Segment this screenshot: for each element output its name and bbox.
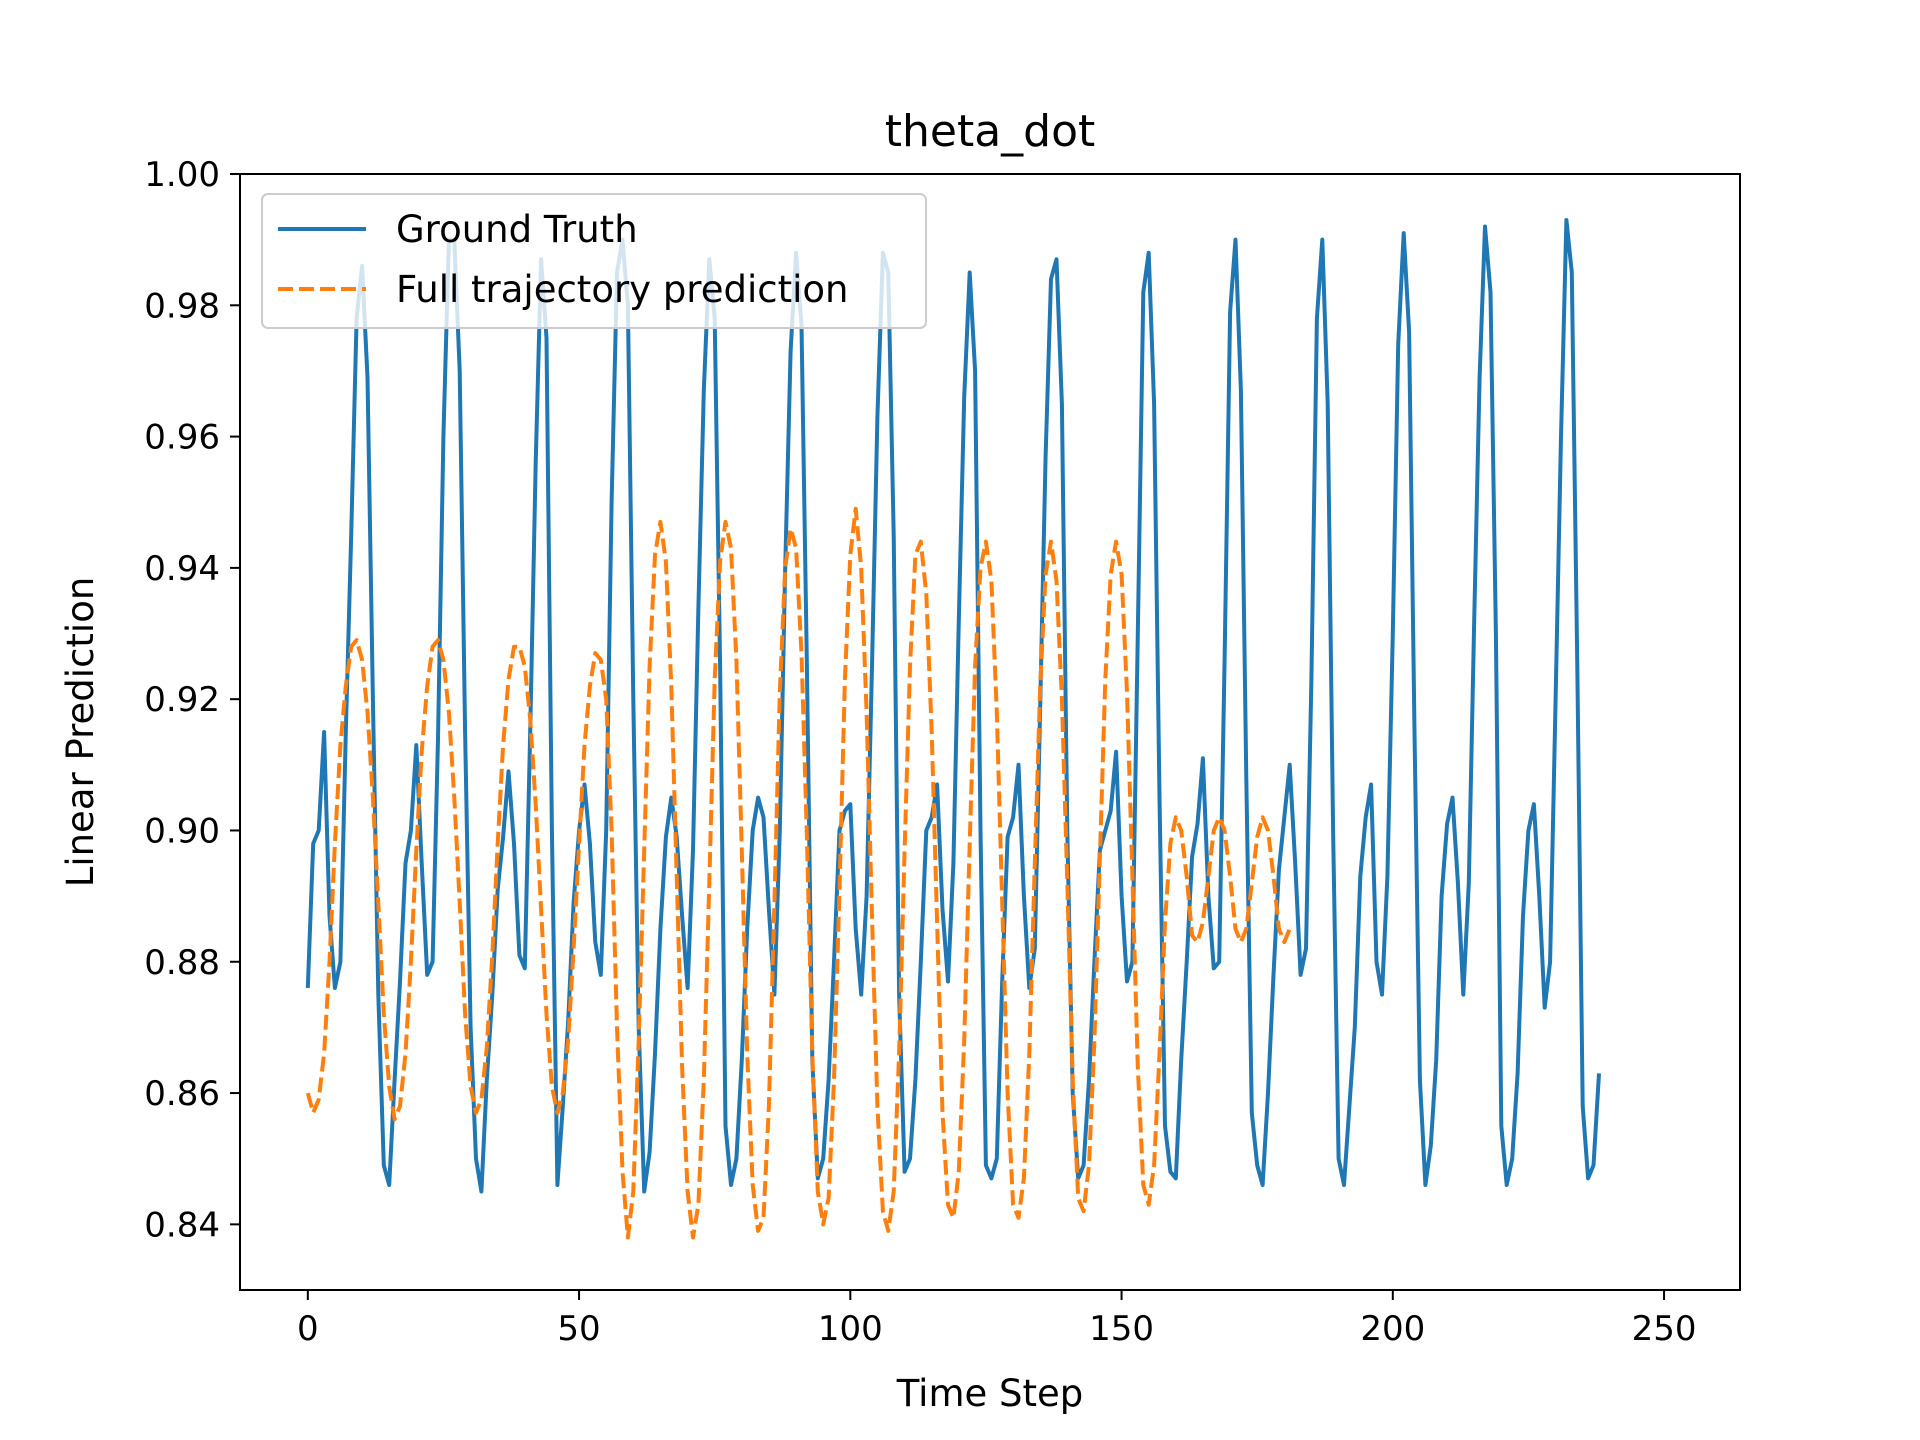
series-line-ground-truth (305, 218, 1601, 1194)
chart-title: theta_dot (885, 106, 1096, 157)
y-axis: 0.84 0.86 0.88 0.90 0.92 0.94 0.96 0.98 1.00 (144, 155, 240, 1245)
legend-box (261, 193, 927, 329)
series-line-full-trajectory-prediction (305, 506, 1292, 1240)
x-axis-label: Time Step (896, 1372, 1084, 1415)
y-tick-label: 0.86 (144, 1074, 220, 1114)
legend-label-full-trajectory-prediction: Full trajectory prediction (396, 268, 848, 311)
x-tick-label: 50 (557, 1309, 600, 1349)
x-tick-label: 150 (1089, 1309, 1154, 1349)
y-axis-label: Linear Prediction (59, 577, 102, 888)
y-tick-label: 0.96 (144, 418, 220, 458)
y-tick-label: 0.98 (144, 286, 220, 326)
y-tick-label: 0.90 (144, 811, 220, 851)
y-tick-label: 0.84 (144, 1205, 220, 1245)
x-tick-label: 100 (818, 1309, 883, 1349)
plot-frame (239, 173, 1741, 1291)
y-tick-label: 0.88 (144, 943, 220, 983)
x-tick-label: 200 (1360, 1309, 1425, 1349)
legend: Ground Truth Full trajectory prediction (261, 193, 927, 329)
y-tick-label: 1.00 (144, 155, 220, 195)
y-tick-label: 0.92 (144, 680, 220, 720)
legend-label-ground-truth: Ground Truth (396, 208, 638, 251)
x-tick-label: 0 (297, 1309, 319, 1349)
x-axis: 0 50 100 150 200 250 (297, 1290, 1697, 1349)
plot-area (305, 218, 1601, 1240)
y-tick-label: 0.94 (144, 549, 220, 589)
x-tick-label: 250 (1632, 1309, 1697, 1349)
